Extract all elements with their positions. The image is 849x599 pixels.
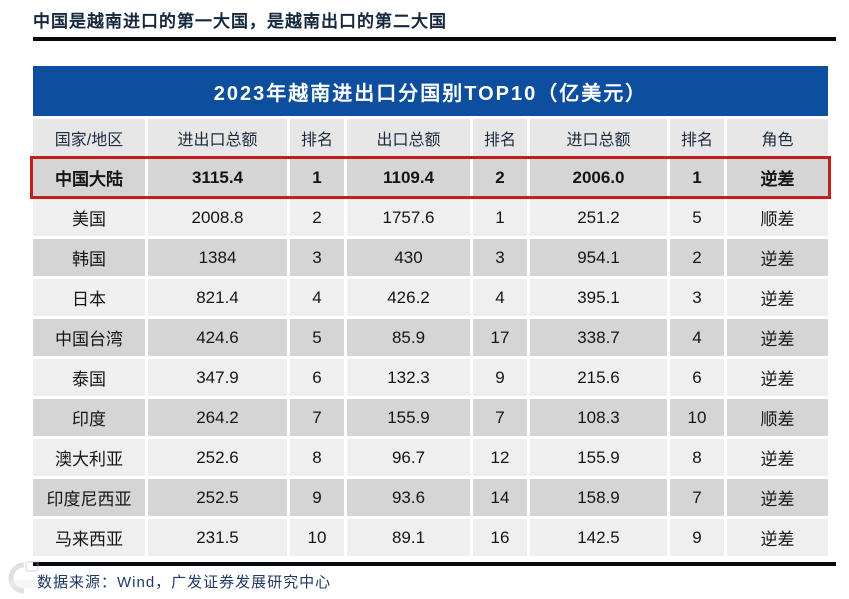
header-cell: 角色 bbox=[727, 119, 828, 156]
table-cell: 1757.6 bbox=[347, 199, 470, 236]
table-cell: 1384 bbox=[148, 239, 287, 276]
table-cell: 3 bbox=[290, 239, 344, 276]
table-cell: 1109.4 bbox=[347, 159, 470, 196]
table-cell: 16 bbox=[473, 519, 527, 556]
table-cell: 3 bbox=[670, 279, 724, 316]
data-table: 2023年越南进出口分国别TOP10（亿美元） 国家/地区 进出口总额 排名 出口总额… bbox=[30, 66, 831, 556]
table-cell: 215.6 bbox=[530, 359, 667, 396]
table-cell: 中国大陆 bbox=[33, 159, 145, 196]
table-cell: 2 bbox=[670, 239, 724, 276]
table-cell: 430 bbox=[347, 239, 470, 276]
table-cell: 8 bbox=[670, 439, 724, 476]
table-cell: 马来西亚 bbox=[33, 519, 145, 556]
table-cell: 2 bbox=[290, 199, 344, 236]
table-cell: 14 bbox=[473, 479, 527, 516]
table-cell: 5 bbox=[670, 199, 724, 236]
table-cell: 印度尼西亚 bbox=[33, 479, 145, 516]
table-cell: 338.7 bbox=[530, 319, 667, 356]
table-cell: 252.5 bbox=[148, 479, 287, 516]
table-cell: 中国台湾 bbox=[33, 319, 145, 356]
table-cell: 逆差 bbox=[727, 439, 828, 476]
table-cell: 日本 bbox=[33, 279, 145, 316]
table-cell: 252.6 bbox=[148, 439, 287, 476]
header-cell: 进口总额 bbox=[530, 119, 667, 156]
table-cell: 8 bbox=[290, 439, 344, 476]
table-cell: 93.6 bbox=[347, 479, 470, 516]
table-cell: 9 bbox=[670, 519, 724, 556]
table-cell: 泰国 bbox=[33, 359, 145, 396]
table-cell: 顺差 bbox=[727, 199, 828, 236]
table-cell: 155.9 bbox=[347, 399, 470, 436]
table-cell: 逆差 bbox=[727, 239, 828, 276]
table-cell: 17 bbox=[473, 319, 527, 356]
table-grid: 2023年越南进出口分国别TOP10（亿美元） 国家/地区 进出口总额 排名 出口总额… bbox=[33, 66, 828, 556]
table-cell: 85.9 bbox=[347, 319, 470, 356]
table-cell: 7 bbox=[670, 479, 724, 516]
table-cell: 5 bbox=[290, 319, 344, 356]
table-cell: 108.3 bbox=[530, 399, 667, 436]
table-cell: 954.1 bbox=[530, 239, 667, 276]
header-cell: 进出口总额 bbox=[148, 119, 287, 156]
table-cell: 1 bbox=[473, 199, 527, 236]
table-cell: 9 bbox=[473, 359, 527, 396]
bottom-rule bbox=[33, 562, 836, 566]
table-cell: 395.1 bbox=[530, 279, 667, 316]
table-cell: 2008.8 bbox=[148, 199, 287, 236]
table-cell: 澳大利亚 bbox=[33, 439, 145, 476]
table-cell: 逆差 bbox=[727, 279, 828, 316]
table-cell: 426.2 bbox=[347, 279, 470, 316]
table-cell: 3 bbox=[473, 239, 527, 276]
table-cell: 347.9 bbox=[148, 359, 287, 396]
table-cell: 10 bbox=[290, 519, 344, 556]
table-cell: 142.5 bbox=[530, 519, 667, 556]
table-cell: 美国 bbox=[33, 199, 145, 236]
source-note: 数据来源：Wind，广发证券发展研究中心 bbox=[37, 574, 332, 591]
table-cell: 逆差 bbox=[727, 159, 828, 196]
table-cell: 印度 bbox=[33, 399, 145, 436]
table-cell: 3115.4 bbox=[148, 159, 287, 196]
table-cell: 158.9 bbox=[530, 479, 667, 516]
table-cell: 6 bbox=[670, 359, 724, 396]
header-cell: 排名 bbox=[473, 119, 527, 156]
header-cell: 国家/地区 bbox=[33, 119, 145, 156]
page-title: 中国是越南进口的第一大国，是越南出口的第二大国 bbox=[33, 12, 447, 31]
table-cell: 4 bbox=[670, 319, 724, 356]
title-underline bbox=[33, 37, 836, 41]
table-cell: 821.4 bbox=[148, 279, 287, 316]
table-cell: 231.5 bbox=[148, 519, 287, 556]
table-cell: 逆差 bbox=[727, 479, 828, 516]
table-cell: 4 bbox=[473, 279, 527, 316]
table-cell: 264.2 bbox=[148, 399, 287, 436]
table-cell: 132.3 bbox=[347, 359, 470, 396]
table-cell: 7 bbox=[290, 399, 344, 436]
table-cell: 7 bbox=[473, 399, 527, 436]
table-cell: 96.7 bbox=[347, 439, 470, 476]
table-cell: 9 bbox=[290, 479, 344, 516]
table-cell: 251.2 bbox=[530, 199, 667, 236]
table-cell: 89.1 bbox=[347, 519, 470, 556]
table-cell: 逆差 bbox=[727, 319, 828, 356]
table-cell: 424.6 bbox=[148, 319, 287, 356]
table-cell: 顺差 bbox=[727, 399, 828, 436]
table-cell: 2006.0 bbox=[530, 159, 667, 196]
table-title: 2023年越南进出口分国别TOP10（亿美元） bbox=[33, 66, 828, 116]
table-cell: 1 bbox=[290, 159, 344, 196]
table-cell: 韩国 bbox=[33, 239, 145, 276]
header-cell: 排名 bbox=[290, 119, 344, 156]
table-cell: 逆差 bbox=[727, 519, 828, 556]
table-cell: 6 bbox=[290, 359, 344, 396]
table-cell: 2 bbox=[473, 159, 527, 196]
table-cell: 12 bbox=[473, 439, 527, 476]
table-cell: 4 bbox=[290, 279, 344, 316]
header-cell: 出口总额 bbox=[347, 119, 470, 156]
table-cell: 155.9 bbox=[530, 439, 667, 476]
table-cell: 逆差 bbox=[727, 359, 828, 396]
table-cell: 10 bbox=[670, 399, 724, 436]
header-cell: 排名 bbox=[670, 119, 724, 156]
table-cell: 1 bbox=[670, 159, 724, 196]
